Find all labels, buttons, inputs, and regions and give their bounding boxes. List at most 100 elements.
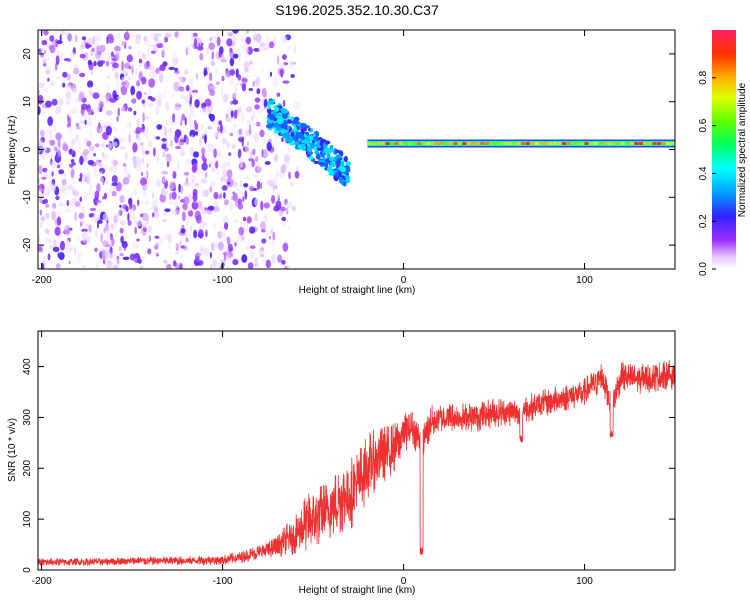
spectrogram-noise-blob	[134, 244, 139, 248]
spectrogram-noise-blob	[106, 60, 110, 67]
spectrogram-noise-blob	[266, 141, 272, 152]
spectrogram-noise-blob	[38, 149, 41, 154]
spectrogram-noise-blob	[282, 80, 290, 84]
spectrogram-noise-blob	[38, 82, 45, 89]
spectrogram-noise-blob	[56, 216, 62, 226]
spectrogram-noise-blob	[261, 149, 268, 159]
spectrogram-noise-blob	[246, 30, 249, 34]
spectrogram-noise-blob	[192, 192, 198, 202]
spectrogram-noise-blob	[275, 170, 279, 179]
spectrogram-branch-blob	[330, 161, 334, 167]
colorbar-tick-label: 0.6	[698, 118, 709, 132]
spectrogram-carrier-cell	[426, 142, 431, 145]
spectrogram-noise-blob	[256, 180, 261, 190]
spectrogram-noise-blob	[281, 137, 284, 143]
spectrogram-noise-blob	[62, 141, 68, 152]
spectrogram-noise-blob	[226, 254, 231, 261]
spectrogram-noise-blob	[56, 40, 63, 45]
spectrogram-branch-blob	[292, 119, 297, 125]
spectrogram-noise-blob	[63, 191, 68, 196]
spectrogram-noise-blob	[135, 137, 143, 142]
spectrogram-noise-blob	[105, 91, 111, 102]
spectrogram-noise-blob	[213, 222, 217, 229]
spectrogram-noise-blob	[195, 258, 201, 263]
spectrogram-noise-blob	[63, 172, 67, 179]
spectrogram-branch-blob	[329, 144, 334, 150]
spectrogram-noise-blob	[261, 68, 265, 74]
spectrogram-noise-blob	[220, 58, 227, 63]
spectrogram-noise-blob	[249, 124, 252, 128]
spectrogram-noise-blob	[46, 232, 52, 236]
spectrogram-branch-blob	[345, 175, 350, 179]
spectrogram-noise-blob	[272, 77, 279, 88]
spectrogram-noise-blob	[185, 158, 192, 167]
spectrogram-branch-blob	[300, 144, 307, 151]
spectrogram-noise-blob	[116, 191, 121, 195]
spectrogram-noise-blob	[87, 38, 93, 45]
spectrogram-branch-blob	[315, 153, 321, 160]
spectrogram-carrier-cell	[380, 142, 385, 145]
spectrogram-branch-blob	[276, 117, 284, 124]
spectrogram-noise-blob	[125, 151, 128, 160]
spectrogram-noise-blob	[142, 191, 147, 198]
spectrogram-noise-blob	[140, 256, 146, 261]
spectrogram-noise-blob	[281, 54, 287, 60]
spectrogram-noise-blob	[58, 169, 65, 175]
spectrogram-noise-blob	[156, 153, 159, 164]
spectrogram-noise-blob	[119, 146, 126, 150]
spectrogram-noise-blob	[125, 72, 128, 77]
spectrogram-noise-blob	[192, 91, 199, 96]
spectrogram-noise-blob	[179, 134, 185, 141]
spectrogram-noise-blob	[244, 145, 250, 154]
spectrogram-branch-blob	[289, 116, 295, 121]
spectrogram-noise-blob	[221, 185, 228, 191]
spectrogram-noise-blob	[226, 30, 232, 36]
spectrogram-noise-blob	[249, 226, 256, 234]
spectrogram-noise-blob	[268, 240, 276, 246]
spectrogram-noise-blob	[208, 72, 213, 81]
spectrogram-noise-blob	[153, 147, 156, 157]
spectrogram-noise-blob	[263, 47, 267, 51]
spectrogram-noise-blob	[114, 71, 119, 80]
spectrogram-noise-blob	[281, 259, 286, 265]
spectrogram-noise-blob	[119, 227, 124, 234]
spectrogram-noise-blob	[207, 205, 215, 211]
spectrogram-noise-blob	[115, 230, 118, 237]
spectrogram-noise-blob	[96, 45, 100, 53]
spectrogram-noise-blob	[82, 206, 85, 214]
spectrogram-noise-blob	[260, 200, 264, 211]
spectrogram-noise-blob	[217, 241, 224, 251]
spectrogram-noise-blob	[41, 40, 48, 46]
spectrogram-noise-blob	[174, 67, 179, 72]
spectrogram-noise-blob	[280, 68, 284, 78]
spectrogram-branch-blob	[314, 144, 321, 148]
spectrogram-noise-blob	[127, 212, 130, 222]
spectrogram-noise-blob	[112, 125, 118, 133]
spectrogram-noise-blob	[58, 202, 65, 207]
spectrogram-noise-blob	[101, 249, 106, 259]
spectrogram-noise-blob	[204, 171, 208, 179]
spectrogram-noise-blob	[291, 205, 296, 212]
spectrogram-noise-blob	[106, 51, 110, 56]
spectrogram-carrier-cell	[607, 142, 612, 145]
spectrogram-noise-blob	[147, 225, 153, 234]
spectrogram-noise-blob	[183, 181, 191, 187]
spectrogram-noise-blob	[201, 169, 204, 177]
spectrogram-noise-blob	[243, 183, 249, 188]
spectrogram-noise-blob	[191, 32, 194, 43]
spectrogram-noise-blob	[289, 182, 294, 187]
spectrogram-noise-blob	[253, 30, 257, 39]
spectrogram-noise-blob	[223, 253, 227, 262]
spectrogram-noise-blob	[276, 192, 281, 200]
spectrogram-noise-blob	[56, 76, 62, 80]
spectrogram-branch-blob	[312, 139, 315, 144]
spectrogram-noise-blob	[194, 99, 200, 108]
spectrogram-noise-blob	[196, 46, 204, 51]
spectrogram-noise-blob	[247, 262, 254, 269]
spectrogram-noise-blob	[49, 183, 55, 192]
spectrogram-noise-blob	[137, 157, 142, 167]
spectrogram-noise-blob	[143, 39, 150, 46]
spectrogram-noise-blob	[248, 88, 254, 91]
spectrogram-noise-blob	[128, 65, 132, 70]
snr-background	[38, 331, 675, 570]
